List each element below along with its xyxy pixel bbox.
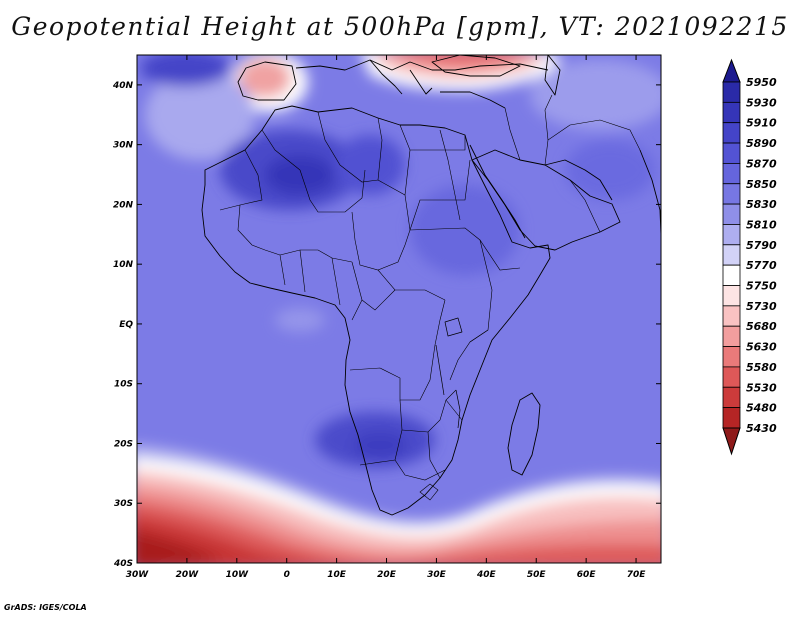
colorbar-box [722, 346, 741, 368]
lon-tick-label: 50E [527, 570, 547, 580]
colorbar-box [722, 122, 741, 144]
europe-coastline [295, 59, 549, 71]
colorbar-box [722, 81, 741, 103]
colorbar-label: 5630 [746, 341, 777, 354]
lon-tick-label: 40E [476, 570, 497, 580]
country-borders [219, 94, 641, 501]
colorbar-label: 5850 [746, 178, 777, 191]
colorbar-box [722, 224, 741, 246]
colorbar-label: 5680 [746, 320, 777, 333]
colorbar-label: 5870 [746, 157, 777, 170]
lon-tick-label: 0 [284, 570, 290, 580]
colorbar-box [722, 203, 741, 225]
colorbar-box [722, 305, 741, 327]
lat-tick-label: 20S [114, 439, 133, 449]
lat-tick-label: 10S [114, 380, 133, 390]
lake-victoria [444, 317, 463, 337]
lon-tick-label: 30W [126, 570, 150, 580]
colorbar-box [722, 244, 741, 266]
turkey-coastline [440, 91, 506, 109]
colorbar-label: 5830 [746, 198, 777, 211]
lon-tick-label: 10W [226, 570, 250, 580]
lat-tick-label: EQ [119, 320, 133, 330]
colorbar-label: 5790 [746, 239, 777, 252]
lat-tick-label: 10N [113, 260, 134, 270]
colorbar-box [722, 142, 741, 164]
lon-tick-label: 20W [176, 570, 200, 580]
colorbar-label: 5930 [746, 96, 777, 109]
lat-tick-label: 30N [113, 141, 134, 151]
map-title: Geopotential Height at 500hPa [gpm], VT:… [11, 12, 789, 41]
colorbar-arrow-top [722, 58, 741, 83]
map-frame [136, 54, 662, 564]
colorbar-label: 5890 [746, 137, 777, 150]
lat-tick-label: 20N [113, 200, 134, 210]
colorbar-label: 5480 [746, 402, 777, 415]
lon-tick-label: 20E [377, 570, 397, 580]
lon-tick-label: 70E [627, 570, 647, 580]
colorbar-label: 5430 [746, 422, 777, 435]
madagascar-coastline [507, 392, 541, 476]
colorbar-label: 5770 [746, 259, 777, 272]
map-axes: 30W 20W 10W 0 10E 20E 30E 40E 50E 60E 70E 40S 30S 20S… [112, 55, 661, 580]
colorbar-label: 5750 [746, 280, 777, 293]
colorbar-label: 5730 [746, 300, 777, 313]
italy-coastline [369, 59, 403, 95]
lat-tick-label: 30S [114, 499, 133, 509]
lat-tick-label: 40N [112, 81, 134, 91]
height-field [137, 55, 661, 563]
colorbar-label: 5950 [746, 76, 777, 89]
colorbar-box [722, 386, 741, 409]
red-sea-coastline [469, 144, 526, 239]
colorbar: 5950 5930 5910 5890 5870 5850 5830 5810 5790 5770… [722, 58, 777, 456]
colorbar-arrow-bottom [722, 427, 741, 456]
colorbar-label: 5910 [746, 117, 777, 130]
colorbar-box [722, 183, 741, 205]
lon-tick-label: 30E [427, 570, 447, 580]
arabia-coastline [471, 149, 621, 251]
colorbar-box [722, 285, 741, 307]
caspian-coastline [544, 55, 561, 96]
lon-tick-label: 10E [327, 570, 347, 580]
colorbar-box [722, 162, 741, 185]
colorbar-box [722, 366, 741, 388]
colorbar-box [722, 101, 741, 124]
lake-tanganyika [435, 344, 445, 396]
lake-malawi [455, 389, 461, 429]
grads-credit: GrADS: IGES/COLA [4, 603, 87, 612]
persian-gulf-coastline [544, 159, 613, 201]
colorbar-label: 5810 [746, 218, 777, 231]
nile-river [439, 129, 461, 221]
colorbar-box [722, 264, 741, 286]
colorbar-box [722, 325, 741, 347]
iberia-coastline [237, 61, 297, 101]
colorbar-label: 5580 [746, 361, 777, 374]
lat-tick-label: 40S [113, 559, 133, 569]
greece-coastline [409, 69, 433, 95]
colorbar-label: 5530 [746, 381, 777, 394]
colorbar-box [722, 407, 741, 429]
lon-tick-label: 60E [577, 570, 597, 580]
